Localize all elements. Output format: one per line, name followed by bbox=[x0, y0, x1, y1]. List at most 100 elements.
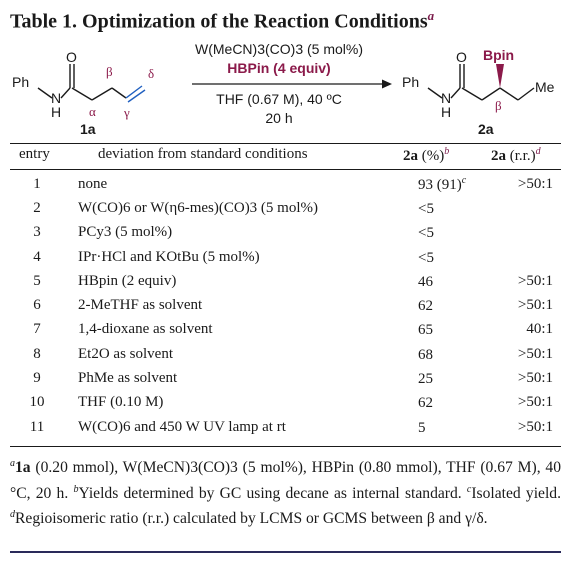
entry-cell: 1 bbox=[33, 175, 41, 192]
product-n-label: N bbox=[441, 90, 451, 106]
product-me-label: Me bbox=[535, 79, 555, 95]
bpin-wedge-bond bbox=[496, 64, 504, 88]
table-title-text: Table 1. Optimization of the Reaction Co… bbox=[10, 10, 428, 33]
yield-cell: <5 bbox=[404, 196, 498, 220]
footnote-d-mark: d bbox=[10, 509, 15, 521]
entry-cell: 9 bbox=[33, 370, 41, 387]
header-top-rule bbox=[10, 143, 561, 144]
col-header-deviation: deviation from standard conditions bbox=[98, 146, 308, 162]
footnote-a-mark: a bbox=[10, 458, 15, 469]
yield-cell: 25 bbox=[404, 366, 498, 390]
reactant-ph-label: Ph bbox=[12, 74, 29, 90]
reagent-line-2: HBPin (4 equiv) bbox=[227, 60, 330, 76]
col-header-rr-mark: d bbox=[535, 146, 541, 157]
col-header-yield: 2a (%)b bbox=[403, 146, 449, 165]
col-header-yield-cpd: 2a bbox=[403, 148, 418, 164]
deviation-cell: 1,4-dioxane as solvent bbox=[78, 321, 213, 338]
table-title: Table 1. Optimization of the Reaction Co… bbox=[10, 8, 434, 34]
yield-cell: 65 bbox=[404, 318, 498, 342]
footnote-b-mark: b bbox=[73, 483, 79, 495]
table-row: 7 1,4-dioxane as solvent 65 40:1 bbox=[10, 318, 561, 342]
col-header-yield-unit: (%) bbox=[418, 148, 445, 164]
reactant-n-label: N bbox=[51, 90, 61, 106]
reactant-structure bbox=[37, 64, 146, 103]
entry-cell: 7 bbox=[33, 321, 41, 338]
rr-cell: >50:1 bbox=[517, 297, 553, 314]
conditions-table: 1 none 93 (91)c >50:1 2 W(CO)6 or W(η6-mes)(C… bbox=[10, 172, 561, 439]
entry-cell: 3 bbox=[33, 224, 41, 241]
deviation-cell: PCy3 (5 mol%) bbox=[78, 224, 173, 241]
alpha-label: α bbox=[89, 104, 96, 119]
table-row: 11 W(CO)6 and 450 W UV lamp at rt 5 >50:1 bbox=[10, 415, 561, 439]
footnote-a-cpd: 1a bbox=[15, 459, 31, 477]
yield-value: 62 bbox=[418, 395, 433, 412]
footnote-c-text: Isolated yield. bbox=[471, 484, 561, 502]
footnote-c-mark: c bbox=[466, 483, 472, 495]
product-h-label: H bbox=[441, 104, 451, 120]
arrow-head bbox=[382, 79, 392, 89]
entry-cell: 11 bbox=[29, 418, 45, 435]
rr-cell bbox=[498, 221, 561, 245]
deviation-cell: W(CO)6 and 450 W UV lamp at rt bbox=[78, 418, 286, 435]
col-header-entry: entry bbox=[19, 146, 50, 162]
rr-cell bbox=[498, 196, 561, 220]
table-row: 10 THF (0.10 M) 62 >50:1 bbox=[10, 391, 561, 415]
table-bottom-rule bbox=[10, 446, 561, 447]
product-bpin-label: Bpin bbox=[483, 47, 514, 63]
gamma-label: γ bbox=[123, 105, 130, 120]
col-header-rr-unit: (r.r.) bbox=[506, 148, 536, 164]
table-row: 2 W(CO)6 or W(η6-mes)(CO)3 (5 mol%) <5 bbox=[10, 196, 561, 220]
table-row: 8 Et2O as solvent 68 >50:1 bbox=[10, 342, 561, 366]
product-beta-label: β bbox=[495, 98, 502, 113]
yield-footnote-mark: c bbox=[461, 174, 467, 186]
footnote-b-text: Yields determined by GC using decane as … bbox=[78, 484, 462, 502]
table-row: 9 PhMe as solvent 25 >50:1 bbox=[10, 366, 561, 390]
table-end-rule bbox=[10, 551, 561, 553]
yield-cell: 68 bbox=[404, 342, 498, 366]
yield-cell: <5 bbox=[404, 221, 498, 245]
deviation-cell: IPr·HCl and KOtBu (5 mol%) bbox=[78, 248, 260, 265]
yield-value: 65 bbox=[418, 322, 433, 339]
deviation-cell: PhMe as solvent bbox=[78, 370, 178, 387]
entry-cell: 5 bbox=[33, 272, 41, 289]
reactant-id: 1a bbox=[80, 121, 96, 137]
yield-cell: 46 bbox=[404, 269, 498, 293]
yield-value: 93 (91) bbox=[418, 176, 462, 193]
rr-cell bbox=[498, 245, 561, 269]
table-footnotes: a1a (0.20 mmol), W(MeCN)3(CO)3 (5 mol%),… bbox=[10, 453, 561, 530]
table-row: 3 PCy3 (5 mol%) <5 bbox=[10, 221, 561, 245]
reaction-scheme: Ph O N H α β γ δ 1a W(MeCN)3(CO)3 (5 mol… bbox=[12, 41, 555, 137]
yield-cell: 62 bbox=[404, 391, 498, 415]
table-row: 1 none 93 (91)c >50:1 bbox=[10, 172, 561, 196]
yield-value: 68 bbox=[418, 346, 433, 363]
rr-cell: 40:1 bbox=[526, 321, 553, 338]
footnote-a-text: (0.20 mmol), W(MeCN)3(CO)3 (5 mol%), HBP… bbox=[10, 459, 561, 502]
rr-cell: >50:1 bbox=[517, 370, 553, 387]
table-row: 5 HBpin (2 equiv) 46 >50:1 bbox=[10, 269, 561, 293]
reactant-h-label: H bbox=[51, 104, 61, 120]
beta-label: β bbox=[106, 64, 113, 79]
table-row: 4 IPr·HCl and KOtBu (5 mol%) <5 bbox=[10, 245, 561, 269]
rr-cell: >50:1 bbox=[517, 418, 553, 435]
deviation-cell: THF (0.10 M) bbox=[78, 394, 164, 411]
reactant-o-label: O bbox=[66, 49, 77, 65]
conditions-table-body: 1 none 93 (91)c >50:1 2 W(CO)6 or W(η6-mes)(C… bbox=[10, 172, 561, 439]
yield-cell: 62 bbox=[404, 293, 498, 317]
rr-cell: >50:1 bbox=[517, 394, 553, 411]
col-header-rr-cpd: 2a bbox=[491, 148, 506, 164]
yield-value: <5 bbox=[418, 225, 434, 242]
deviation-cell: 2-MeTHF as solvent bbox=[78, 297, 203, 314]
product-structure bbox=[427, 64, 535, 101]
rr-cell: >50:1 bbox=[517, 272, 553, 289]
yield-cell: 93 (91)c bbox=[404, 172, 498, 196]
footnote-d-text: Regioisomeric ratio (r.r.) calculated by… bbox=[15, 510, 488, 528]
yield-value: 62 bbox=[418, 298, 433, 315]
yield-value: 5 bbox=[418, 419, 426, 436]
entry-cell: 10 bbox=[29, 394, 45, 411]
table-row: 6 2-MeTHF as solvent 62 >50:1 bbox=[10, 293, 561, 317]
entry-cell: 2 bbox=[33, 199, 41, 216]
deviation-cell: none bbox=[78, 175, 108, 192]
entry-cell: 4 bbox=[33, 248, 41, 265]
delta-label: δ bbox=[148, 66, 154, 81]
product-ph-label: Ph bbox=[402, 74, 419, 90]
